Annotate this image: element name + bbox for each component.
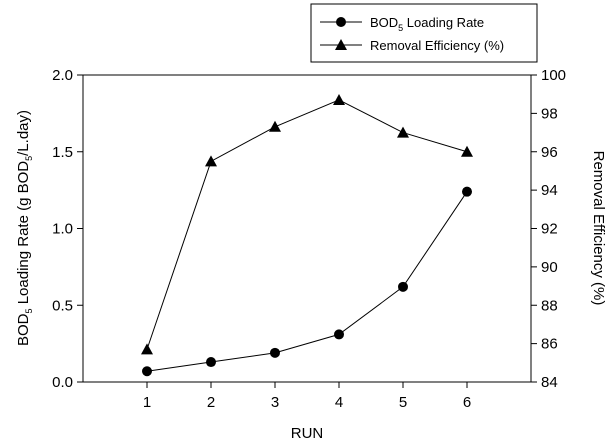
legend-marker-bod <box>336 17 346 27</box>
bod-loading-point <box>270 347 280 358</box>
plot-frame <box>82 74 532 383</box>
x-tick-label: 2 <box>207 394 215 411</box>
x-axis-ticks: 1 2 3 4 5 6 <box>143 382 471 411</box>
right-tick-label: 88 <box>541 297 558 314</box>
removal-efficiency-point <box>461 145 473 157</box>
left-axis-ticks: 0.0 0.5 1.0 1.5 2.0 <box>52 67 83 391</box>
removal-efficiency-point <box>269 120 281 132</box>
left-tick-label: 2.0 <box>52 67 73 84</box>
left-axis-title-rest: Loading Rate (g BOD <box>15 161 32 309</box>
x-tick-label: 5 <box>399 394 407 411</box>
right-tick-label: 90 <box>541 259 558 276</box>
right-tick-label: 98 <box>541 105 558 122</box>
bod-loading-point <box>142 366 152 377</box>
left-axis-title-main: BOD <box>15 313 32 346</box>
x-axis-title: RUN <box>291 425 324 442</box>
right-tick-label: 96 <box>541 144 558 161</box>
right-tick-label: 86 <box>541 336 558 353</box>
right-tick-label: 100 <box>541 67 566 84</box>
x-tick-label: 3 <box>271 394 279 411</box>
left-axis-title: BOD5 Loading Rate (g BOD5/L.day) <box>15 110 34 346</box>
left-axis-title-sub: 5 <box>24 308 34 313</box>
left-tick-label: 1.0 <box>52 221 73 238</box>
bod-loading-point <box>462 186 472 197</box>
x-tick-label: 4 <box>335 394 343 411</box>
x-tick-label: 1 <box>143 394 151 411</box>
bod-loading-point <box>334 329 344 340</box>
bod-loading-point <box>398 281 408 292</box>
legend-label-bod-sub: 5 <box>398 23 403 33</box>
right-tick-label: 92 <box>541 221 558 238</box>
removal-efficiency-point <box>333 93 345 105</box>
removal-efficiency-point <box>141 343 153 355</box>
bod-loading-point <box>206 357 216 368</box>
x-tick-label: 6 <box>463 394 471 411</box>
legend-marker-eff <box>335 39 347 50</box>
left-axis-title-sub2: 5 <box>24 156 34 161</box>
series-layer <box>141 93 473 377</box>
legend-label-bod-main: BOD <box>370 15 398 30</box>
left-tick-label: 0.0 <box>52 374 73 391</box>
legend-label-bod: BOD5 Loading Rate <box>370 15 484 33</box>
removal-efficiency-line <box>146 99 468 350</box>
right-axis-title: Removal Efficiency (%) <box>590 151 607 306</box>
right-tick-label: 94 <box>541 182 558 199</box>
bod-loading-line <box>146 191 468 372</box>
right-axis-ticks: 84 86 88 90 92 94 96 98 100 <box>531 67 566 391</box>
removal-efficiency-point <box>205 155 217 167</box>
legend-label-bod-rest: Loading Rate <box>403 15 484 30</box>
legend-box <box>310 3 538 63</box>
left-tick-label: 1.5 <box>52 144 73 161</box>
legend-label-eff: Removal Efficiency (%) <box>370 38 504 53</box>
right-tick-label: 84 <box>541 374 558 391</box>
legend: BOD5 Loading Rate Removal Efficiency (%) <box>310 3 538 63</box>
removal-efficiency-point <box>397 126 409 138</box>
left-axis-title-rest2: /L.day) <box>15 110 32 156</box>
left-tick-label: 0.5 <box>52 297 73 314</box>
